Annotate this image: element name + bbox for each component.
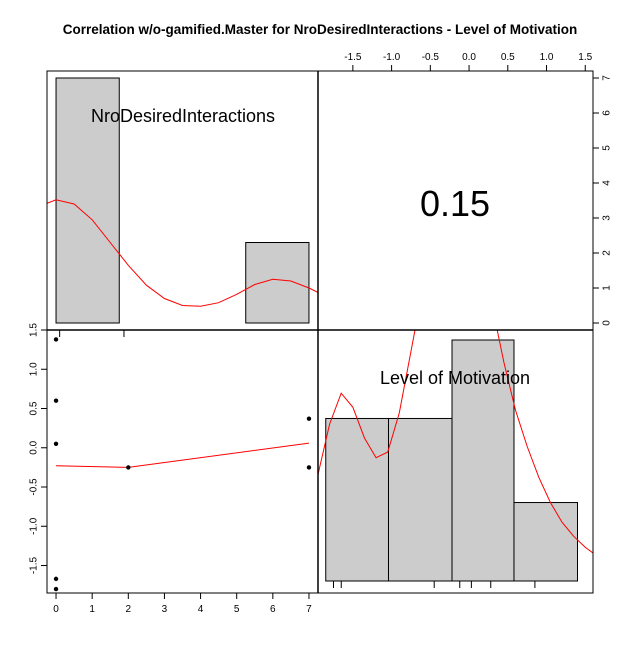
y-tick-label: 0.0 bbox=[29, 440, 40, 454]
x-tick-label: 1 bbox=[89, 604, 95, 615]
y-tick-label: -1.5 bbox=[29, 556, 40, 574]
variable-label: NroDesiredInteractions bbox=[91, 106, 275, 126]
x-tick-label: 7 bbox=[306, 604, 312, 615]
top-tick-label: -1.5 bbox=[344, 52, 362, 63]
top-tick-label: -0.5 bbox=[422, 52, 440, 63]
histogram-bar bbox=[245, 242, 310, 324]
top-tick-label: -1.0 bbox=[383, 52, 401, 63]
outer-frame bbox=[46, 70, 594, 594]
right-tick-label: 3 bbox=[602, 215, 613, 221]
x-tick-label: 0 bbox=[53, 604, 59, 615]
histogram-bar bbox=[451, 339, 515, 582]
y-tick-label: -0.5 bbox=[29, 478, 40, 496]
y-tick-label: 1.0 bbox=[29, 362, 40, 376]
chart-title: Correlation w/o-gamified.Master for NroD… bbox=[63, 22, 578, 37]
x-tick-label: 6 bbox=[270, 604, 276, 615]
x-tick-label: 2 bbox=[126, 604, 132, 615]
variable-label: Level of Motivation bbox=[380, 368, 530, 388]
right-tick-label: 0 bbox=[602, 320, 613, 326]
right-tick-label: 4 bbox=[602, 180, 613, 186]
histogram-bar bbox=[387, 417, 453, 582]
right-tick-label: 7 bbox=[602, 75, 613, 81]
histogram-bar bbox=[513, 502, 579, 582]
data-point bbox=[53, 441, 59, 447]
data-point bbox=[53, 398, 59, 403]
data-point bbox=[53, 586, 59, 592]
y-tick-label: 0.5 bbox=[29, 401, 40, 415]
correlation-value: 0.15 bbox=[420, 183, 490, 224]
x-tick-label: 4 bbox=[198, 604, 204, 615]
data-point bbox=[53, 576, 59, 582]
y-tick-label: 1.5 bbox=[29, 323, 40, 337]
histogram-bar bbox=[55, 77, 120, 324]
x-tick-label: 3 bbox=[162, 604, 168, 615]
smooth-line bbox=[55, 442, 310, 468]
top-tick-label: 0.5 bbox=[501, 52, 515, 63]
histogram-bar bbox=[325, 417, 389, 582]
density-curve bbox=[47, 199, 318, 307]
y-tick-label: -1.0 bbox=[29, 517, 40, 535]
top-tick-label: 1.0 bbox=[540, 52, 554, 63]
density-curve bbox=[318, 330, 593, 554]
top-tick-label: 1.5 bbox=[578, 52, 592, 63]
right-tick-label: 1 bbox=[602, 285, 613, 291]
data-point bbox=[126, 465, 131, 470]
right-tick-label: 6 bbox=[602, 110, 613, 116]
x-tick-label: 5 bbox=[234, 604, 240, 615]
data-point bbox=[306, 465, 312, 470]
right-tick-label: 2 bbox=[602, 250, 613, 256]
right-tick-label: 5 bbox=[602, 145, 613, 151]
data-point bbox=[306, 416, 312, 421]
data-point bbox=[53, 337, 59, 342]
top-tick-label: 0.0 bbox=[462, 52, 476, 63]
